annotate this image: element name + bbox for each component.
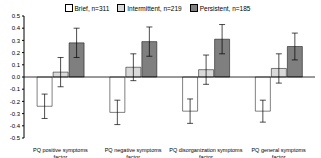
html-text:Brief, n=311: Brief, n=311 — [74, 4, 110, 12]
svg-text:0.5: 0.5 — [12, 13, 21, 19]
svg-text:0.4: 0.4 — [12, 25, 21, 31]
svg-text:PQ disorganization symptomsfac: PQ disorganization symptomsfactor — [169, 147, 242, 158]
svg-text:0.1: 0.1 — [12, 62, 21, 68]
svg-text:-0.3: -0.3 — [10, 111, 21, 117]
html-text:Intermittent, n=219: Intermittent, n=219 — [127, 4, 182, 12]
svg-text:0.0: 0.0 — [12, 74, 21, 80]
svg-text:PQ general symptomsfactor: PQ general symptomsfactor — [251, 147, 306, 158]
svg-text:-0.4: -0.4 — [10, 123, 21, 129]
svg-text:-0.5: -0.5 — [10, 135, 21, 141]
svg-text:-0.1: -0.1 — [10, 86, 21, 92]
svg-text:PQ positive symptomsfactor: PQ positive symptomsfactor — [33, 147, 88, 158]
svg-text:-0.2: -0.2 — [10, 99, 21, 105]
html-text:Persistent, n=185: Persistent, n=185 — [199, 4, 251, 12]
svg-text:PQ negative symptomsfactor: PQ negative symptomsfactor — [105, 147, 162, 158]
svg-text:0.3: 0.3 — [12, 38, 21, 44]
svg-text:0.2: 0.2 — [12, 50, 21, 56]
